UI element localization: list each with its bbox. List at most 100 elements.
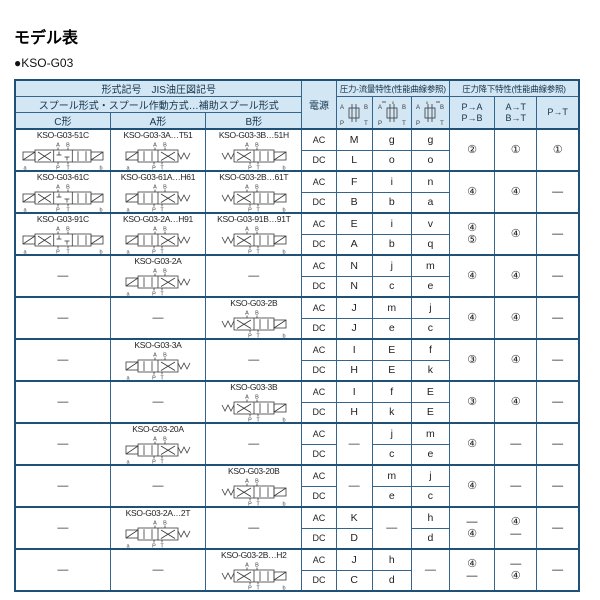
header-type-symbol: 形式記号 JIS油圧図記号 <box>14 79 303 97</box>
valve-symbol-a-icon: A B P Ta <box>125 185 191 213</box>
svg-text:B: B <box>163 521 167 527</box>
svg-text:P: P <box>152 544 156 549</box>
svg-text:P: P <box>248 166 252 171</box>
drop-bottom: — <box>510 528 522 540</box>
svg-text:T: T <box>66 166 70 171</box>
header-drop-at-bt: A→T B→T <box>494 96 538 130</box>
empty-model-cell: — <box>205 506 303 550</box>
svg-text:A: A <box>56 227 60 233</box>
svg-text:A: A <box>153 143 157 149</box>
flow-ac-cell: m <box>371 464 412 487</box>
flow-dc-cell: c <box>410 485 450 508</box>
empty-model-cell: — <box>14 548 111 592</box>
model-name: KSO-G03-91C <box>36 214 89 224</box>
flow-dc-cell: J <box>335 317 373 340</box>
model-name: KSO-G03-3A <box>134 340 182 350</box>
pressure-drop-cell: ④ — <box>494 506 538 550</box>
svg-text:b: b <box>282 418 285 423</box>
valve-symbol-a-icon: A B P Ta <box>125 437 191 465</box>
svg-text:P: P <box>56 208 60 213</box>
svg-text:a: a <box>23 166 27 171</box>
empty-model-cell: — <box>14 422 111 466</box>
valve-symbol-a-icon: A B P Ta <box>125 269 191 297</box>
pressure-drop-cell: — <box>536 212 580 256</box>
svg-text:B: B <box>255 479 259 485</box>
empty-dash: — <box>57 480 69 492</box>
flow-dc-cell: c <box>371 443 412 466</box>
drop-col-label: P→T <box>547 107 568 118</box>
empty-model-cell: — <box>109 296 207 340</box>
empty-dash: — <box>248 522 260 534</box>
flow-dc-cell: C <box>335 569 373 592</box>
pressure-drop-cell: — <box>536 170 580 214</box>
svg-text:b: b <box>99 208 102 213</box>
empty-dash: — <box>248 354 260 366</box>
pressure-drop-cell: ④ <box>494 170 538 214</box>
empty-model-cell: — <box>14 296 111 340</box>
svg-text:P: P <box>248 334 252 339</box>
flow-dc-cell: B <box>335 191 373 214</box>
svg-text:T: T <box>160 292 164 297</box>
flow-ac-cell: j <box>371 254 412 277</box>
header-power: 電源 <box>301 79 337 130</box>
flow-span-cell: — <box>335 422 373 466</box>
svg-text:T: T <box>441 121 445 127</box>
power-ac-cell: AC <box>301 422 337 445</box>
svg-text:b: b <box>282 208 285 213</box>
flow-ac-cell: m <box>371 296 412 319</box>
flow-dc-cell: k <box>371 401 412 424</box>
flow-ac-cell: f <box>410 338 450 361</box>
pressure-drop-cell: — <box>536 380 580 424</box>
svg-text:T: T <box>160 460 164 465</box>
power-ac-cell: AC <box>301 296 337 319</box>
power-dc-cell: DC <box>301 485 337 508</box>
svg-text:P: P <box>378 121 382 127</box>
svg-text:A: A <box>245 311 249 317</box>
flow-ac-cell: N <box>335 254 373 277</box>
flow-dc-cell: c <box>371 275 412 298</box>
pressure-drop-cell: — <box>536 338 580 382</box>
svg-text:T: T <box>160 376 164 381</box>
svg-text:T: T <box>364 121 368 127</box>
model-name: KSO-G03-2A…2T <box>125 508 191 518</box>
pressure-drop-cell: — ④ <box>494 548 538 592</box>
svg-text:B: B <box>255 563 259 569</box>
drop-col-label: P→B <box>461 112 483 123</box>
header-col-c: C形 <box>14 112 111 130</box>
svg-text:a: a <box>126 376 130 381</box>
svg-text:P: P <box>152 250 156 255</box>
svg-text:a: a <box>126 292 130 297</box>
svg-text:T: T <box>160 208 164 213</box>
flow-ac-cell: E <box>410 380 450 403</box>
drop-top: — <box>510 557 522 570</box>
svg-text:B: B <box>163 185 167 191</box>
svg-text:T: T <box>256 502 260 507</box>
flow-ac-cell: j <box>410 296 450 319</box>
drop-bottom: ④ <box>510 570 521 582</box>
svg-text:B: B <box>163 227 167 233</box>
empty-model-cell: — <box>14 254 111 298</box>
empty-dash: — <box>57 396 69 408</box>
flow-dc-cell: q <box>410 233 450 256</box>
flow-dc-cell: H <box>335 359 373 382</box>
model-name: KSO-G03-2B…H2 <box>221 550 287 560</box>
header-col-a: A形 <box>109 112 207 130</box>
empty-dash: — <box>248 438 260 450</box>
svg-text:T: T <box>256 208 260 213</box>
